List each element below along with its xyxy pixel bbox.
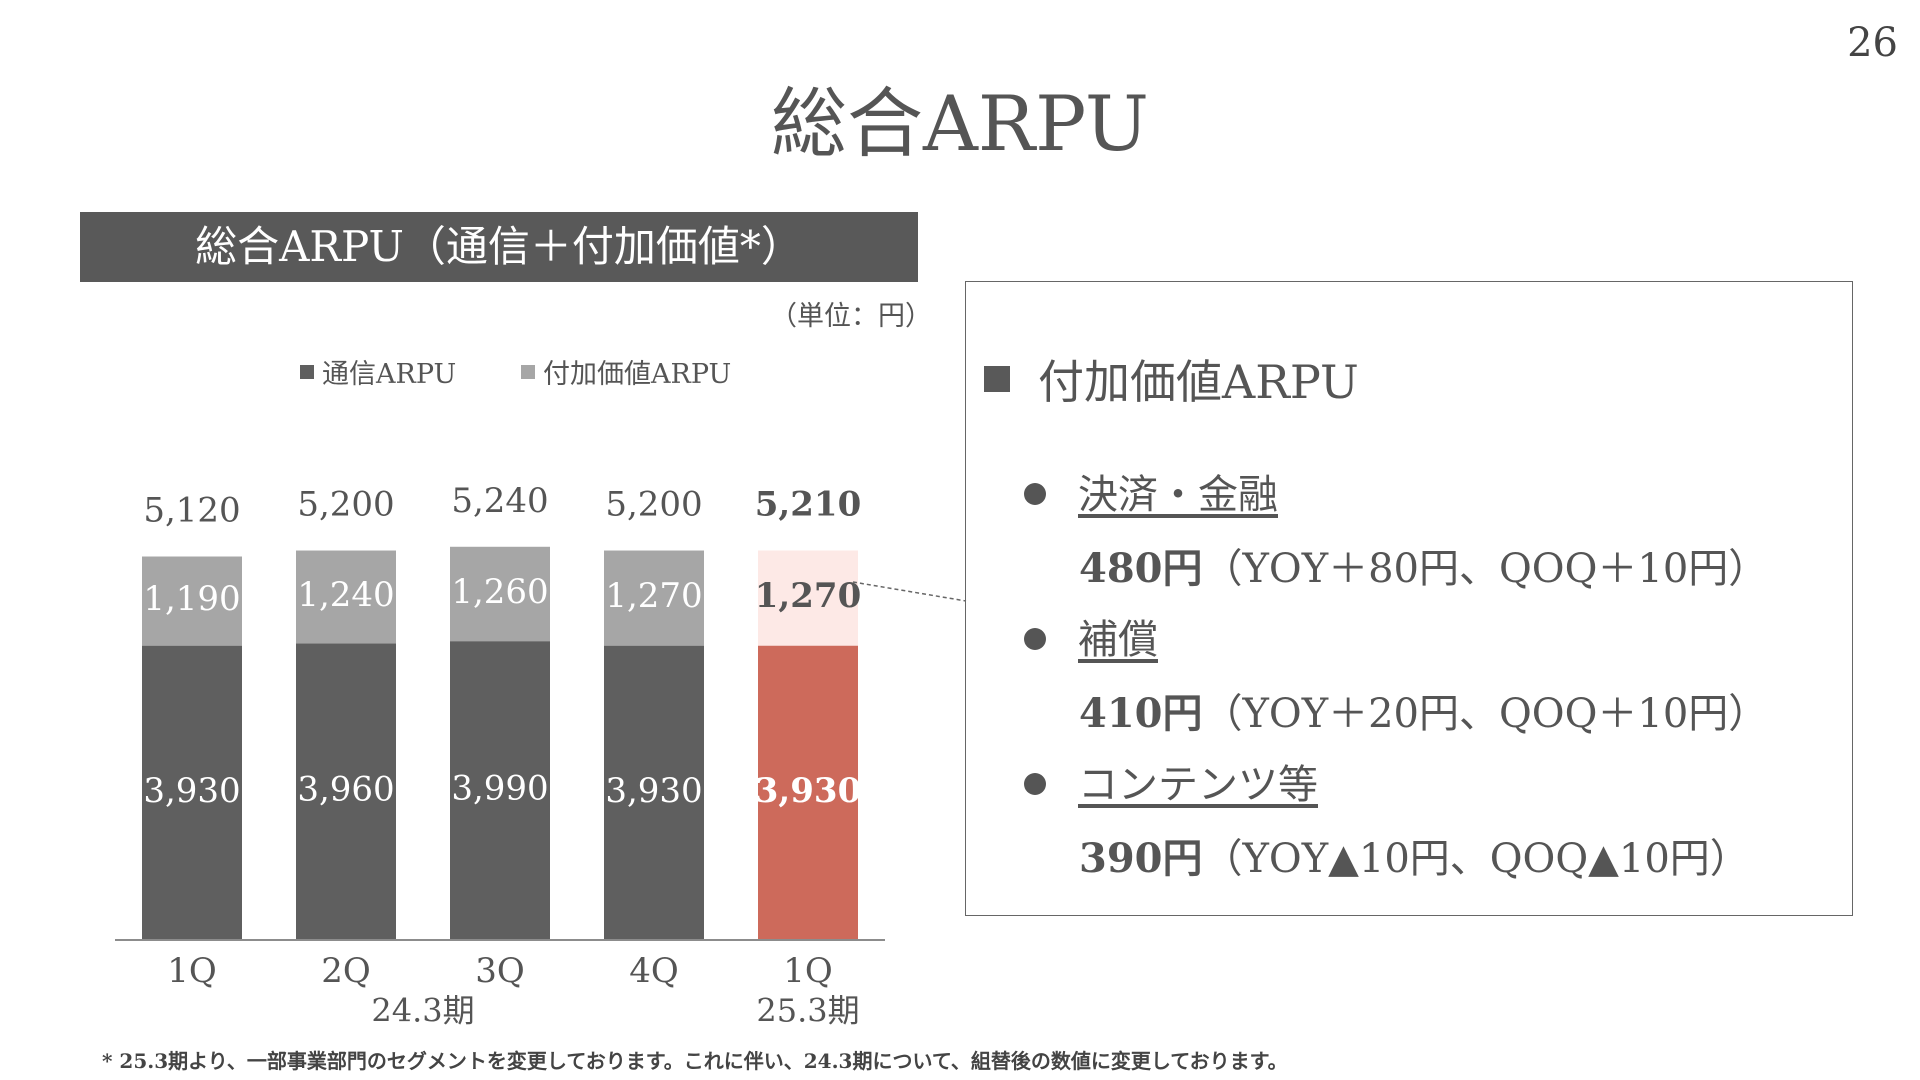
info-item-label: 決済・金融 [1078, 472, 1278, 518]
info-change: （YOY＋20円、QOQ＋10円） [1202, 691, 1769, 737]
page-title: 総合ARPU [771, 79, 1149, 168]
legend-label-value-added: 付加価値ARPU [543, 359, 732, 390]
page-number: 26 [1847, 20, 1898, 66]
unit-label: （単位：円） [770, 301, 932, 332]
bar-value-added-arpu [604, 550, 704, 646]
info-item-insurance: 補償 [1024, 607, 1158, 665]
data-label-value-added-arpu: 1,260 [451, 572, 548, 612]
data-label-comm-arpu: 3,930 [605, 771, 702, 811]
info-detail-insurance: 410円（YOY＋20円、QOQ＋10円） [1079, 681, 1768, 739]
legend-swatch-comm [300, 364, 314, 379]
info-value: 410円 [1079, 690, 1203, 737]
data-label-total: 5,240 [451, 481, 548, 521]
x-tick-label: 2Q [321, 951, 371, 991]
data-label-value-added-arpu: 1,270 [755, 576, 861, 616]
data-label-value-added-arpu: 1,270 [605, 576, 702, 616]
labels-layer: 3,930 1,190 5,120 1Q 3,960 1,240 5,200 2Q 3,990 1… [143, 481, 861, 1030]
x-tick-label: 4Q [629, 951, 679, 991]
data-label-comm-arpu: 3,930 [755, 771, 861, 811]
bars-layer [142, 546, 858, 940]
legend-item-value-added: 付加価値ARPU [521, 352, 731, 391]
bar-comm-arpu [758, 645, 858, 940]
legend-item-comm: 通信ARPU [300, 352, 456, 391]
x-tick-label: 1Q [167, 951, 217, 991]
bar-comm-arpu [604, 645, 704, 940]
info-heading-label: 付加価値ARPU [1038, 355, 1359, 409]
x-tick-label: 1Q [783, 951, 833, 991]
data-label-comm-arpu: 3,960 [297, 770, 394, 810]
data-label-comm-arpu: 3,990 [451, 769, 548, 809]
data-label-value-added-arpu: 1,190 [143, 579, 240, 619]
info-detail-payment: 480円（YOY＋80円、QOQ＋10円） [1079, 536, 1768, 594]
x-tick-label: 3Q [475, 951, 525, 991]
info-item-payment: 決済・金融 [1024, 462, 1278, 520]
info-item-label: 補償 [1078, 617, 1158, 663]
data-label-total: 5,200 [297, 485, 394, 525]
data-label-total: 5,210 [755, 485, 861, 525]
period-label-24-3: 24.3期 [371, 992, 474, 1030]
bar-value-added-arpu [142, 556, 242, 646]
bullet-icon [1024, 483, 1046, 505]
info-item-label: コンテンツ等 [1078, 762, 1318, 808]
footnote: * 25.3期より、一部事業部門のセグメントを変更しております。これに伴い、24… [102, 1049, 1288, 1073]
data-label-comm-arpu: 3,930 [143, 771, 240, 811]
chart-heading-banner: 総合ARPU（通信＋付加価値*） [80, 212, 918, 282]
bar-comm-arpu [296, 643, 396, 940]
data-label-total: 5,120 [143, 491, 240, 531]
bar-value-added-arpu [296, 550, 396, 644]
legend-label-comm: 通信ARPU [322, 359, 457, 390]
info-heading: 付加価値ARPU [984, 346, 1359, 412]
bar-comm-arpu [142, 645, 242, 940]
bar-comm-arpu [450, 641, 550, 940]
bar-value-added-arpu [450, 546, 550, 642]
legend-swatch-value-added [521, 364, 535, 379]
period-label-25-3: 25.3期 [756, 992, 859, 1030]
bullet-icon [1024, 773, 1046, 795]
data-label-value-added-arpu: 1,240 [297, 575, 394, 615]
info-value: 480円 [1079, 545, 1203, 592]
info-change: （YOY▲10円、QOQ▲10円） [1202, 836, 1750, 882]
value-added-arpu-box: 付加価値ARPU 決済・金融 480円（YOY＋80円、QOQ＋10円） 補償 … [965, 281, 1853, 916]
bar-value-added-arpu [758, 550, 858, 646]
info-value: 390円 [1079, 835, 1203, 882]
square-bullet-icon [984, 366, 1010, 392]
data-label-total: 5,200 [605, 485, 702, 525]
info-detail-contents: 390円（YOY▲10円、QOQ▲10円） [1079, 826, 1750, 884]
info-change: （YOY＋80円、QOQ＋10円） [1202, 546, 1769, 592]
bullet-icon [1024, 628, 1046, 650]
info-item-contents: コンテンツ等 [1024, 752, 1318, 810]
callout-leader-line [852, 581, 967, 602]
